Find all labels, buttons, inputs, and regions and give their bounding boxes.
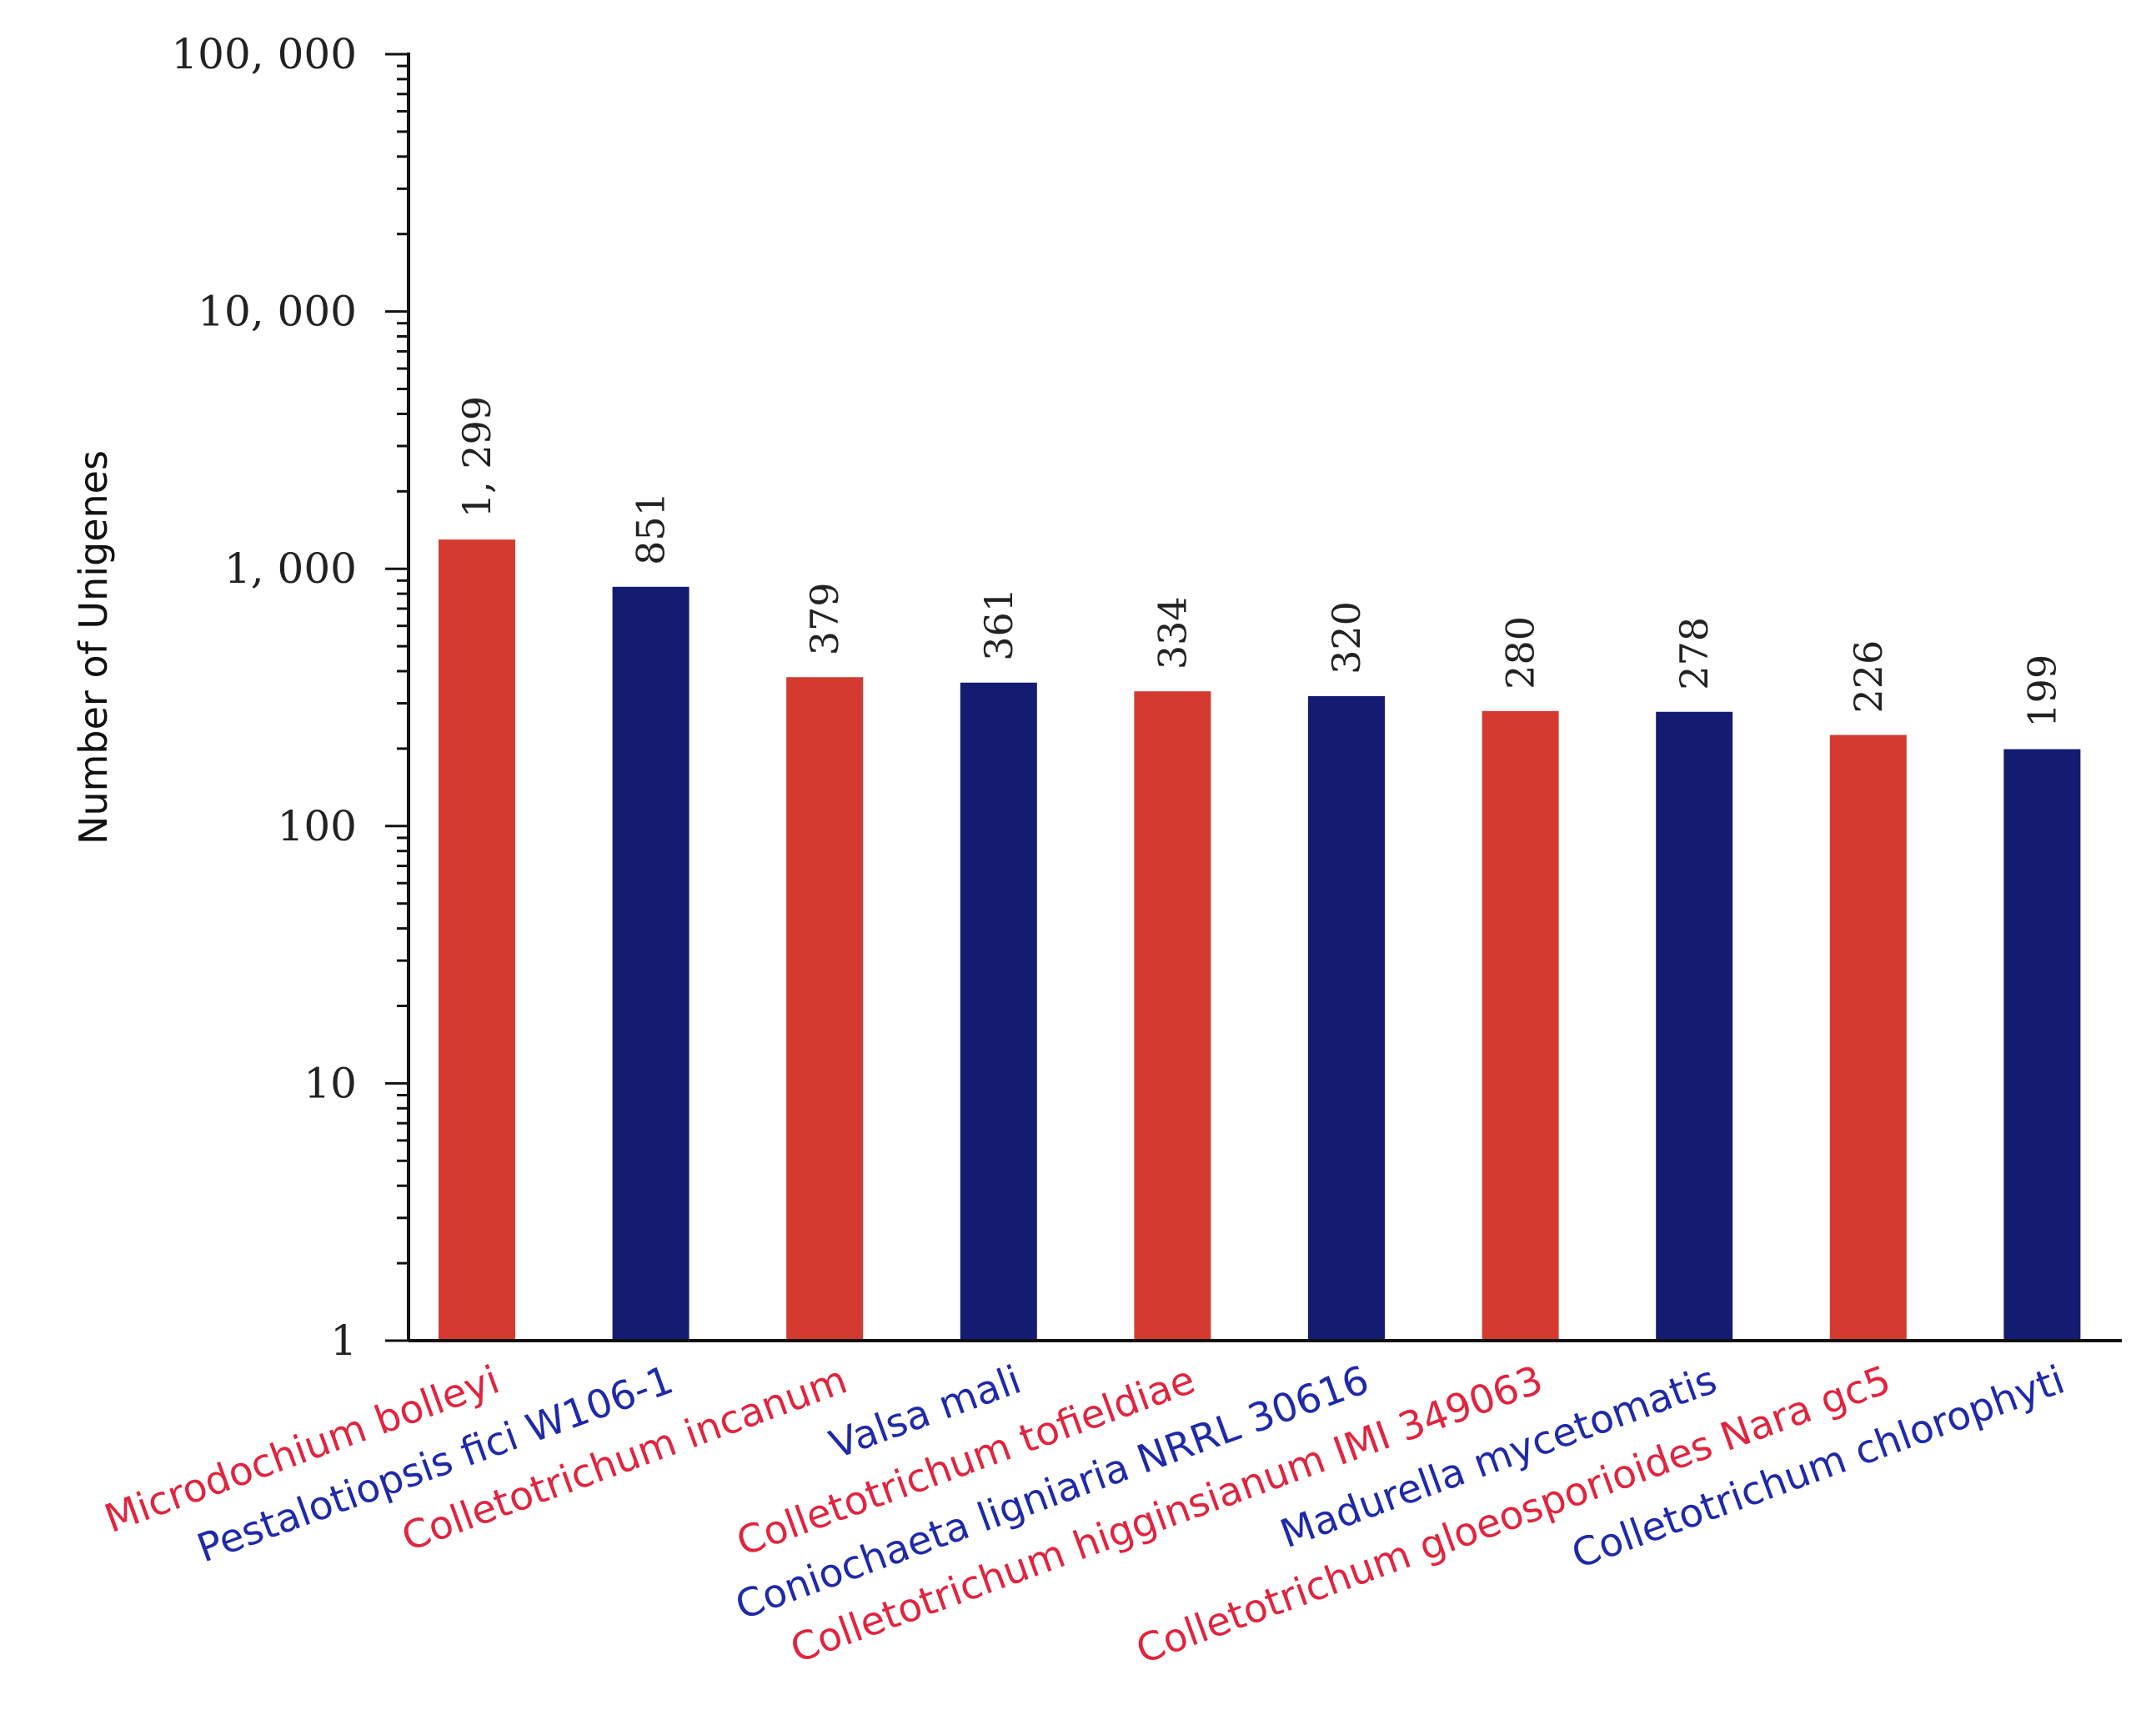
bar bbox=[439, 539, 515, 1341]
bar bbox=[612, 586, 689, 1341]
y-tick-label: 1, 000 bbox=[224, 544, 357, 593]
y-tick-label: 1 bbox=[330, 1316, 357, 1365]
bar-value-label: 851 bbox=[629, 492, 674, 565]
y-major-ticks: 1 10 100 1, 000 10, 000 100, 000 bbox=[171, 30, 409, 1365]
y-tick-label: 100 bbox=[278, 802, 357, 850]
bar-value-label: 280 bbox=[1498, 616, 1543, 690]
bar-value-label: 379 bbox=[802, 582, 847, 655]
bar bbox=[1482, 710, 1559, 1341]
y-tick-label: 100, 000 bbox=[171, 30, 357, 78]
bar-value-label: 361 bbox=[976, 588, 1021, 661]
bar bbox=[1134, 691, 1211, 1341]
bar-value-label: 226 bbox=[1846, 640, 1891, 714]
bar bbox=[960, 682, 1037, 1341]
data-labels: 1, 299 851 379 361 334 320 280 278 226 199 bbox=[454, 396, 2064, 728]
y-minor-ticks bbox=[397, 64, 409, 1265]
bar bbox=[786, 677, 864, 1341]
bar bbox=[1308, 695, 1385, 1341]
bar-value-label: 1, 299 bbox=[454, 396, 499, 518]
bar bbox=[1656, 711, 1733, 1341]
bar-value-label: 278 bbox=[1672, 617, 1717, 690]
bar-value-label: 334 bbox=[1150, 596, 1195, 669]
bar-value-label: 199 bbox=[2019, 654, 2064, 728]
bars bbox=[439, 539, 2081, 1341]
y-axis-title: Number of Unigenes bbox=[71, 450, 116, 845]
y-tick-label: 10 bbox=[303, 1059, 357, 1107]
bar-value-label: 320 bbox=[1324, 601, 1369, 674]
bar bbox=[1829, 735, 1907, 1341]
bar bbox=[2003, 749, 2081, 1341]
y-tick-label: 10, 000 bbox=[198, 288, 357, 336]
